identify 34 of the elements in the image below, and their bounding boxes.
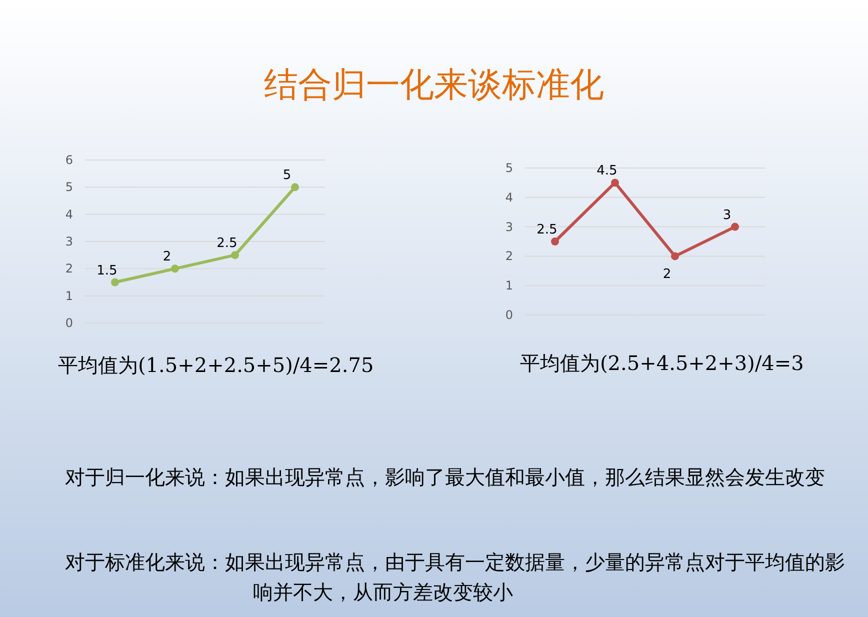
y-tick-label: 4	[65, 207, 73, 222]
y-tick-label: 4	[505, 190, 513, 204]
data-label: 2.5	[536, 222, 558, 238]
data-label: 2	[662, 267, 672, 282]
y-tick-label: 2	[65, 262, 73, 276]
y-tick-label: 3	[65, 234, 73, 248]
point	[111, 278, 119, 286]
y-tick-label: 0	[65, 316, 73, 330]
y-tick-label: 6	[65, 153, 73, 167]
point	[671, 252, 679, 260]
point	[731, 222, 739, 231]
y-tick-label: 0	[505, 308, 513, 322]
data-label: 4.5	[596, 164, 618, 179]
data-label: 2	[162, 250, 172, 265]
y-tick-label: 5	[505, 161, 513, 175]
title: 结合归一化来谈标准化	[263, 64, 605, 107]
y-tick-label: 5	[65, 180, 73, 194]
point	[551, 238, 559, 246]
annotation: 平均值为(2.5+4.5+2+3)/4=3	[520, 350, 805, 377]
annotation: 对于标准化来说：如果出现异常点，由于具有一定数据量，少量的异常点对于平均值的影响并不大，从而方差改变较小	[65, 549, 846, 606]
y-tick-label: 2	[505, 249, 513, 264]
data-label: 3	[722, 208, 732, 223]
point	[231, 251, 239, 260]
point	[291, 183, 299, 192]
y-tick-label: 3	[505, 220, 513, 234]
y-tick-label: 1	[505, 278, 513, 293]
point	[611, 178, 619, 187]
y-tick-label: 1	[65, 288, 73, 303]
data-label: 1.5	[96, 263, 118, 278]
annotation: 对于归一化来说：如果出现异常点，影响了最大值和最小值，那么结果显然会发生改变	[65, 464, 826, 491]
data-label: 2.5	[216, 236, 238, 252]
annotation: 平均值为(1.5+2+2.5+5)/4=2.75	[58, 352, 375, 379]
data-label: 5	[282, 168, 292, 184]
point	[171, 264, 179, 273]
